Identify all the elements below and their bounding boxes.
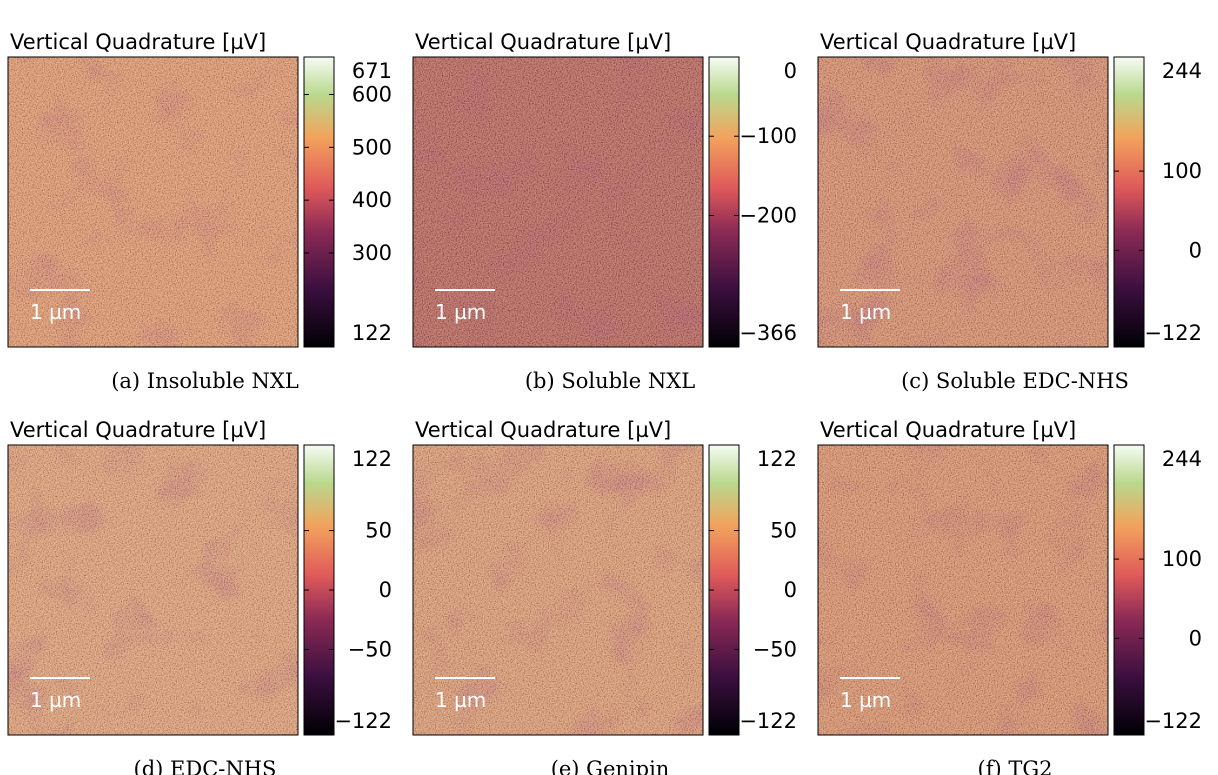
colorbar-tick-label: 100 (1162, 159, 1202, 183)
colorbar-tick-label: 244 (1162, 447, 1202, 471)
colorbar (303, 56, 335, 348)
colorbar-tick-label: 671 (352, 59, 392, 83)
colorbar-tick-label: 300 (352, 241, 392, 265)
scale-bar-label: 1 µm (30, 300, 81, 324)
caption: (c) Soluble EDC-NHS (901, 369, 1129, 393)
scale-bar-label: 1 µm (30, 688, 81, 712)
caption: (d) EDC-NHS (134, 757, 277, 775)
image-border (7, 444, 299, 736)
afm-noise (818, 445, 1108, 735)
colorbar-tick-label: 244 (1162, 59, 1202, 83)
scale-bar-label: 1 µm (840, 300, 891, 324)
panel-title: Vertical Quadrature [µV] (820, 30, 1076, 54)
panel-title: Vertical Quadrature [µV] (415, 30, 671, 54)
colorbar-tick-label: 50 (365, 519, 392, 543)
colorbar-tick-label: 122 (757, 447, 797, 471)
panel-title: Vertical Quadrature [µV] (820, 418, 1076, 442)
colorbar-tick-label: 100 (1162, 547, 1202, 571)
colorbar-tick-label: 0 (1189, 238, 1202, 262)
colorbar-tick-label: 600 (352, 83, 392, 107)
caption: (e) Genipin (551, 757, 670, 775)
scale-bar-label: 1 µm (435, 300, 486, 324)
colorbar-tick-label: −50 (753, 637, 797, 661)
colorbar-tick-label: 0 (784, 578, 797, 602)
colorbar-tick-label: −122 (1144, 709, 1202, 733)
image-border (412, 56, 704, 348)
colorbar-tick-label: 50 (770, 519, 797, 543)
afm-noise (413, 445, 703, 735)
colorbar-tick-label: 0 (379, 578, 392, 602)
afm-noise (413, 57, 703, 347)
colorbar (1113, 56, 1145, 348)
colorbar (1113, 444, 1145, 736)
colorbar-tick-label: 122 (352, 447, 392, 471)
image-border (817, 56, 1109, 348)
image-border (7, 56, 299, 348)
image-border (412, 444, 704, 736)
scale-bar-label: 1 µm (840, 688, 891, 712)
panel-title: Vertical Quadrature [µV] (415, 418, 671, 442)
image-border (817, 444, 1109, 736)
colorbar-tick-label: −122 (1144, 321, 1202, 345)
colorbar-tick-label: 122 (352, 321, 392, 345)
colorbar-tick-label: 400 (352, 188, 392, 212)
caption: (b) Soluble NXL (525, 369, 695, 393)
scale-bar-label: 1 µm (435, 688, 486, 712)
afm-noise (8, 445, 298, 735)
colorbar-tick-label: 500 (352, 135, 392, 159)
colorbar-tick-label: −122 (739, 709, 797, 733)
panel-title: Vertical Quadrature [µV] (10, 30, 266, 54)
colorbar-tick-label: −200 (739, 203, 797, 227)
afm-noise (8, 57, 298, 347)
colorbar-tick-label: −122 (334, 709, 392, 733)
caption: (f) TG2 (978, 757, 1053, 775)
colorbar-tick-label: −366 (739, 321, 797, 345)
colorbar (708, 56, 740, 348)
caption: (a) Insoluble NXL (111, 369, 299, 393)
colorbar-tick-label: −100 (739, 124, 797, 148)
colorbar-tick-label: 0 (784, 59, 797, 83)
panel-title: Vertical Quadrature [µV] (10, 418, 266, 442)
afm-noise (818, 57, 1108, 347)
colorbar-tick-label: −50 (348, 637, 392, 661)
colorbar-tick-label: 0 (1189, 626, 1202, 650)
